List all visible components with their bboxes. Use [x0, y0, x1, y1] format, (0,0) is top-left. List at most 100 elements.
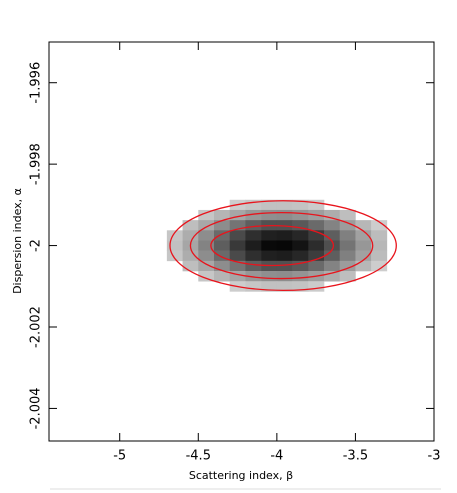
heat-cell [308, 199, 325, 211]
y-axis-label: Dispersion index, α [11, 188, 24, 294]
heat-cell [261, 250, 278, 262]
heat-cell [245, 209, 262, 221]
heat-cell [324, 240, 341, 251]
contour [169, 200, 397, 292]
heat-cell [276, 230, 293, 241]
heat-cell [214, 209, 231, 221]
heat-cell [292, 240, 309, 251]
y-tick-label: -2.004 [29, 387, 44, 429]
heat-cell [166, 250, 183, 262]
heat-cell [261, 281, 278, 292]
heat-cell [308, 250, 325, 262]
heat-cell [324, 271, 341, 282]
heat-cell [198, 209, 215, 221]
heat-cell [308, 220, 325, 231]
x-axis-label: Scattering index, β [189, 469, 293, 482]
heat-cell [276, 281, 293, 292]
contour [189, 211, 374, 280]
heat-cell [292, 199, 309, 211]
heat-cell [355, 260, 372, 272]
y-tick-label: -2 [29, 239, 44, 252]
heat-cell [371, 260, 388, 272]
heat-cell [245, 220, 262, 231]
heat-cell [214, 230, 231, 241]
heat-cell [292, 260, 309, 272]
heat-cell [166, 230, 183, 241]
heat-cell [261, 271, 278, 282]
heat-cell [214, 260, 231, 272]
heat-cell [166, 240, 183, 251]
y-tick-label: -2.002 [29, 306, 44, 348]
heat-cell [355, 240, 372, 251]
heat-cell [339, 230, 356, 241]
x-tick-label: -3 [428, 449, 441, 464]
heat-cell [339, 240, 356, 251]
plot-area [166, 199, 397, 292]
x-tick-label: -4 [270, 449, 283, 464]
heat-cell [324, 209, 341, 221]
x-tick-label: -4.5 [186, 449, 211, 464]
heat-cell [229, 271, 246, 282]
heat-cell [371, 220, 388, 231]
heat-cell [229, 220, 246, 231]
heat-cell [182, 220, 199, 231]
y-tick-label: -1.996 [29, 62, 44, 104]
heat-cell [355, 250, 372, 262]
heat-cell [371, 240, 388, 251]
heat-cell [339, 209, 356, 221]
heat-cell [245, 230, 262, 241]
heat-cell [229, 260, 246, 272]
contour [210, 224, 335, 267]
heat-cell [261, 230, 278, 241]
heat-cell [276, 199, 293, 211]
heat-cell [292, 220, 309, 231]
x-tick-label: -3.5 [343, 449, 368, 464]
heat-cell [245, 271, 262, 282]
heat-cell [214, 240, 231, 251]
heat-cell [198, 260, 215, 272]
heat-cell [261, 240, 278, 251]
heat-cell [371, 230, 388, 241]
heat-cell [214, 250, 231, 262]
heat-cell [229, 230, 246, 241]
heat-cell [324, 220, 341, 231]
heat-cell [308, 260, 325, 272]
heat-cell [276, 271, 293, 282]
heat-cell [261, 209, 278, 221]
heat-cell [308, 240, 325, 251]
heat-cell [324, 260, 341, 272]
heat-cell [324, 250, 341, 262]
heat-cell [308, 281, 325, 292]
frame [48, 41, 435, 442]
heat-cell [355, 230, 372, 241]
x-tick-label: -5 [113, 449, 126, 464]
heat-cell [214, 271, 231, 282]
heat-cell [292, 250, 309, 262]
heat-cell [229, 209, 246, 221]
heat-cell [292, 209, 309, 221]
heat-cell [308, 230, 325, 241]
heat-cell [245, 199, 262, 211]
heat-cell [324, 230, 341, 241]
heat-cell [229, 240, 246, 251]
heat-cell [245, 260, 262, 272]
heat-cell [339, 271, 356, 282]
heat-cell [182, 260, 199, 272]
heat-cell [292, 230, 309, 241]
heat-cell [276, 260, 293, 272]
heat-cell [292, 271, 309, 282]
heat-cell [276, 220, 293, 231]
heat-cell [229, 250, 246, 262]
heat-cell [182, 230, 199, 241]
heat-cell [182, 250, 199, 262]
heat-cell [355, 220, 372, 231]
heat-cell [198, 250, 215, 262]
heat-cell [198, 220, 215, 231]
heat-cell [261, 199, 278, 211]
heat-cell [214, 220, 231, 231]
heat-cell [339, 250, 356, 262]
heat-cell [245, 250, 262, 262]
heat-cell [198, 230, 215, 241]
heat-cell [276, 209, 293, 221]
